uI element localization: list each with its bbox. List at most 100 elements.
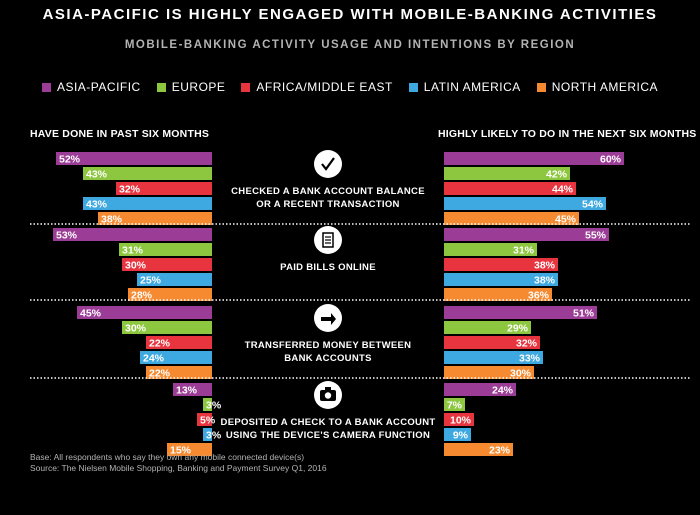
- data-label: 15%: [170, 445, 192, 457]
- data-label: 43%: [86, 169, 108, 181]
- bar-past: [56, 152, 212, 165]
- data-label: 31%: [122, 245, 144, 257]
- bar-future: [444, 167, 570, 180]
- bar-past: [137, 273, 212, 286]
- bar-future: [444, 273, 558, 286]
- bar-past: [146, 336, 212, 349]
- data-label: 53%: [56, 230, 78, 242]
- data-label: 24%: [143, 353, 165, 365]
- data-label: 52%: [59, 154, 81, 166]
- bar-future: [444, 288, 552, 301]
- data-label: 45%: [80, 308, 102, 320]
- bar-future: [444, 212, 579, 225]
- legend-label: EUROPE: [171, 80, 226, 94]
- bar-future: [444, 321, 531, 334]
- camera-glyph-lens: [324, 392, 332, 399]
- data-label: 28%: [131, 290, 153, 302]
- data-label: 31%: [513, 245, 535, 257]
- legend-label: LATIN AMERICA: [423, 80, 521, 94]
- bar-future: [444, 428, 471, 441]
- legend-swatch: [156, 82, 166, 92]
- bar-future: [444, 152, 624, 165]
- legend-swatch: [408, 82, 418, 92]
- chart-subtitle: MOBILE-BANKING ACTIVITY USAGE AND INTENT…: [124, 39, 576, 51]
- bar-future: [444, 228, 609, 241]
- bar-future: [444, 366, 534, 379]
- footnote: Base: All respondents who say they own a…: [30, 452, 327, 474]
- bar-past: [98, 212, 212, 225]
- legend-item-latin-america: LATIN AMERICA: [408, 80, 521, 94]
- data-label: 3%: [206, 430, 222, 442]
- legend-item-asia-pacific: ASIA-PACIFIC: [41, 80, 141, 94]
- legend-item-north-america: NORTH AMERICA: [536, 80, 659, 94]
- bar-future: [444, 243, 537, 256]
- footnote-source: Source: The Nielsen Mobile Shopping, Ban…: [30, 463, 327, 473]
- bar-past: [140, 351, 212, 364]
- legend: ASIA-PACIFIC EUROPE AFRICA/MIDDLE EAST L…: [0, 80, 700, 94]
- legend-item-africa-middle-east: AFRICA/MIDDLE EAST: [241, 80, 392, 94]
- data-label: 7%: [447, 400, 463, 412]
- bar-past: [203, 398, 212, 411]
- chart-title: ASIA-PACIFIC IS HIGHLY ENGAGED WITH MOBI…: [42, 6, 658, 23]
- data-label: 60%: [600, 154, 622, 166]
- bar-past: [146, 366, 212, 379]
- legend-swatch: [241, 82, 251, 92]
- bar-past: [122, 258, 212, 271]
- bar-future: [444, 258, 558, 271]
- data-label: 30%: [125, 323, 147, 335]
- data-label: 22%: [149, 368, 171, 380]
- data-label: 32%: [119, 184, 141, 196]
- data-label: 32%: [516, 338, 538, 350]
- activity-label: DEPOSITED A CHECK TO A BANK ACCOUNT: [221, 417, 436, 428]
- bar-past: [83, 197, 212, 210]
- bar-past: [197, 413, 212, 426]
- activity-label: TRANSFERRED MONEY BETWEEN: [245, 340, 412, 351]
- data-label: 54%: [582, 199, 604, 211]
- checkmark-icon: [314, 150, 342, 178]
- bar-past: [203, 428, 212, 441]
- activity-label: USING THE DEVICE'S CAMERA FUNCTION: [226, 430, 430, 441]
- data-label: 44%: [552, 184, 574, 196]
- data-label: 38%: [534, 260, 556, 272]
- bar-past: [167, 443, 212, 456]
- data-label: 22%: [149, 338, 171, 350]
- legend-label: NORTH AMERICA: [551, 80, 659, 94]
- activity-label: CHECKED A BANK ACCOUNT BALANCE: [231, 186, 425, 197]
- data-label: 13%: [176, 385, 198, 397]
- legend-label: AFRICA/MIDDLE EAST: [256, 80, 393, 94]
- data-label: 30%: [510, 368, 532, 380]
- bar-past: [53, 228, 212, 241]
- data-label: 25%: [140, 275, 162, 287]
- camera-glyph-top: [325, 387, 331, 390]
- data-label: 55%: [585, 230, 607, 242]
- bar-future: [444, 398, 465, 411]
- bill-glyph: [322, 232, 334, 248]
- data-label: 3%: [206, 400, 222, 412]
- activity-label: OR A RECENT TRANSACTION: [256, 199, 399, 210]
- activity-label: PAID BILLS ONLINE: [280, 262, 376, 273]
- bar-past: [116, 182, 212, 195]
- legend-label: ASIA-PACIFIC: [56, 80, 141, 94]
- bar-past: [122, 321, 212, 334]
- data-label: 10%: [450, 415, 472, 427]
- data-label: 30%: [125, 260, 147, 272]
- bar-future: [444, 383, 516, 396]
- data-label: 36%: [528, 290, 550, 302]
- bar-past: [119, 243, 212, 256]
- data-label: 24%: [492, 385, 514, 397]
- bar-future: [444, 182, 576, 195]
- data-label: 23%: [489, 445, 511, 457]
- legend-item-europe: EUROPE: [156, 80, 226, 94]
- bar-future: [444, 306, 597, 319]
- legend-swatch: [41, 82, 51, 92]
- data-label: 9%: [453, 430, 469, 442]
- data-label: 43%: [86, 199, 108, 211]
- legend-swatch: [536, 82, 546, 92]
- bar-future: [444, 413, 474, 426]
- data-label: 38%: [534, 275, 556, 287]
- data-label: 42%: [546, 169, 568, 181]
- bar-past: [128, 288, 212, 301]
- data-label: 38%: [101, 214, 123, 226]
- data-label: 29%: [507, 323, 529, 335]
